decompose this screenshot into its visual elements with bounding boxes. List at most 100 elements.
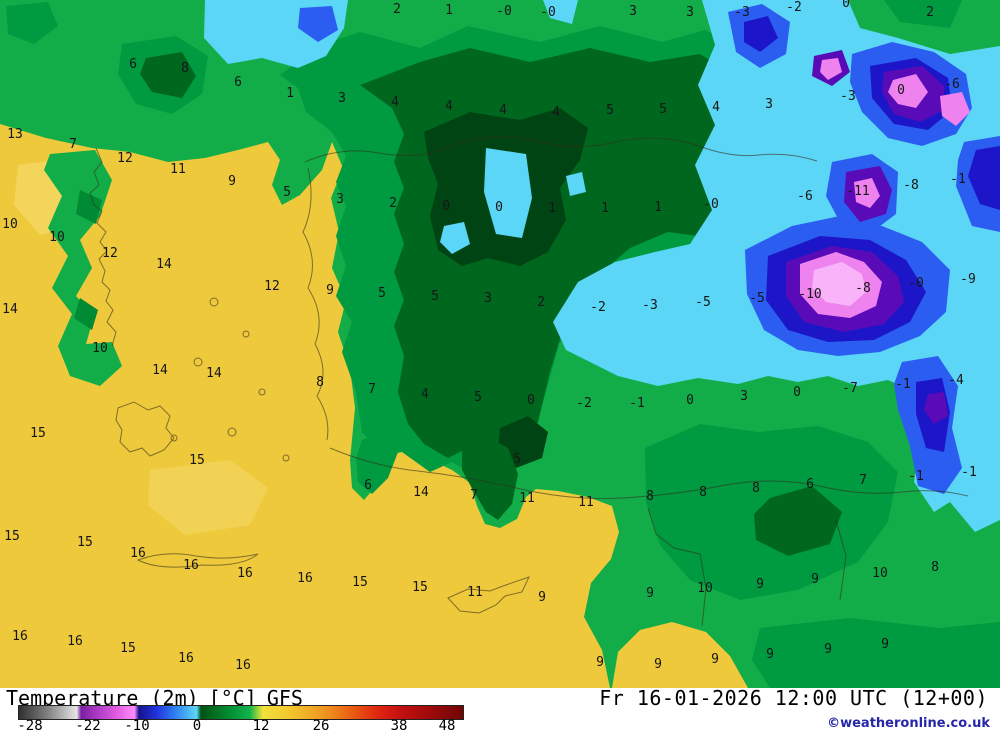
- temperature-label: 9: [881, 637, 889, 652]
- temperature-label: -5: [695, 295, 711, 310]
- temperature-label: -2: [576, 396, 592, 411]
- colorbar-tick-label: 48: [438, 718, 456, 734]
- region-green-finger-west: [44, 150, 122, 386]
- temperature-label: 3: [740, 389, 748, 404]
- island-outline: [193, 357, 203, 367]
- temperature-label: 15: [120, 641, 136, 656]
- region-cyan-middle-diamond: [440, 222, 470, 254]
- temperature-label: -9: [960, 272, 976, 287]
- region-se-dark-green: [754, 486, 842, 556]
- temperature-label: 1: [601, 201, 609, 216]
- temperature-label: 16: [178, 651, 194, 666]
- temperature-label: -7: [842, 381, 858, 396]
- temperature-label: 6: [129, 57, 137, 72]
- temperature-label: 1: [286, 86, 294, 101]
- coastlines: [89, 136, 969, 627]
- temperature-label: 7: [69, 137, 77, 152]
- coastline-peloponnese: [115, 401, 175, 457]
- temperature-label: 12: [264, 279, 280, 294]
- region-corner-green-spot: [6, 2, 58, 44]
- region-cyan-middle-rect: [484, 148, 532, 238]
- temperature-label: 3: [686, 5, 694, 20]
- region-blue-strip-east-dark: [968, 146, 1000, 210]
- temperature-label: 4: [499, 103, 507, 118]
- temperature-label: 6: [806, 477, 814, 492]
- coastline-black-sea: [304, 136, 818, 163]
- temperature-label: 15: [30, 426, 46, 441]
- temperature-label: 0: [686, 393, 694, 408]
- region-purple-dot-se: [924, 392, 948, 424]
- temperature-label: -0: [908, 276, 924, 291]
- temperature-label: 5: [659, 102, 667, 117]
- temperature-label: 16: [237, 566, 253, 581]
- temperature-label: 3: [338, 91, 346, 106]
- temperature-label: 2: [393, 2, 401, 17]
- temperature-label: 1: [548, 201, 556, 216]
- temperature-label: 10: [697, 581, 713, 596]
- island-outline: [209, 297, 219, 307]
- coastline-turkey-south: [329, 447, 969, 500]
- temperature-label: 12: [102, 246, 118, 261]
- temperature-label: 4: [552, 105, 560, 120]
- temperature-label: -2: [786, 0, 802, 15]
- colorbar-tick-label: -22: [75, 718, 101, 734]
- colorbar-tick-label: -10: [124, 718, 150, 734]
- temperature-label: 15: [77, 535, 93, 550]
- temperature-label: 13: [7, 127, 23, 142]
- temperature-label: 1: [654, 200, 662, 215]
- colorbar-tick-label: 38: [390, 718, 408, 734]
- region-magenta-ne-1: [888, 74, 928, 108]
- temperature-label: -11: [846, 184, 869, 199]
- colorbar-tick-label: 26: [312, 718, 330, 734]
- temperature-label: 0: [897, 83, 905, 98]
- status-bar: Temperature (2m) [°C] GFS Fr 16-01-2026 12…: [0, 686, 1000, 734]
- temperature-label: 1: [445, 3, 453, 18]
- copyright-link[interactable]: ©weatheronline.co.uk: [827, 716, 990, 731]
- temperature-label: -1: [961, 465, 977, 480]
- region-magenta-ne-2: [940, 92, 970, 126]
- temperature-label: 16: [67, 634, 83, 649]
- region-magenta-dot-ne: [820, 58, 842, 80]
- temperature-label: -3: [734, 5, 750, 20]
- island-outline: [242, 330, 250, 338]
- colorbar-ticks: -28 -22 -10 0 12 26 38 48: [17, 718, 478, 734]
- temperature-label: 9: [756, 577, 764, 592]
- temperature-label: -0: [540, 5, 556, 20]
- temperature-label: 5: [431, 289, 439, 304]
- temperature-label: 2: [926, 5, 934, 20]
- colorbar-tick-label: 0: [192, 718, 202, 734]
- temperature-label: 14: [156, 257, 172, 272]
- colorbar: [18, 705, 464, 720]
- temperature-label: 5: [283, 185, 291, 200]
- temperature-label: -5: [749, 291, 765, 306]
- temperature-label: 7: [368, 382, 376, 397]
- temperature-label: 3: [336, 192, 344, 207]
- temperature-label: 16: [183, 558, 199, 573]
- temperature-label: 10: [92, 341, 108, 356]
- region-light-yellow-2: [148, 460, 268, 535]
- temperature-label: -10: [798, 287, 821, 302]
- temperature-label: 11: [578, 495, 594, 510]
- colorbar-tick-label: 12: [252, 718, 270, 734]
- temperature-label: 8: [316, 375, 324, 390]
- coastline-crete: [136, 553, 259, 568]
- temperature-label: 7: [859, 473, 867, 488]
- temperature-label: -8: [855, 281, 871, 296]
- temperature-label: 9: [654, 657, 662, 672]
- temperature-label: -0: [496, 4, 512, 19]
- region-west-tongue-mid: [356, 430, 398, 494]
- temperature-label: -1: [629, 396, 645, 411]
- temperature-label: 0: [842, 0, 850, 11]
- temperature-label: 3: [484, 291, 492, 306]
- temperature-label: -1: [950, 172, 966, 187]
- island-outline: [170, 434, 178, 442]
- temperature-label: -1: [895, 377, 911, 392]
- temperature-label: 14: [2, 302, 18, 317]
- temperature-label: 8: [931, 560, 939, 575]
- temperature-label: 8: [752, 481, 760, 496]
- temperature-label: 15: [352, 575, 368, 590]
- map-area: 2 1 -0 -0 3 3 -3 -2 0 2 6 8 6 1 3 4 4 4 4 5 5 4 3 -3 0 -6 13 7 12 11 9…: [0, 0, 1000, 688]
- temperature-label: 10: [872, 566, 888, 581]
- temperature-label: 16: [297, 571, 313, 586]
